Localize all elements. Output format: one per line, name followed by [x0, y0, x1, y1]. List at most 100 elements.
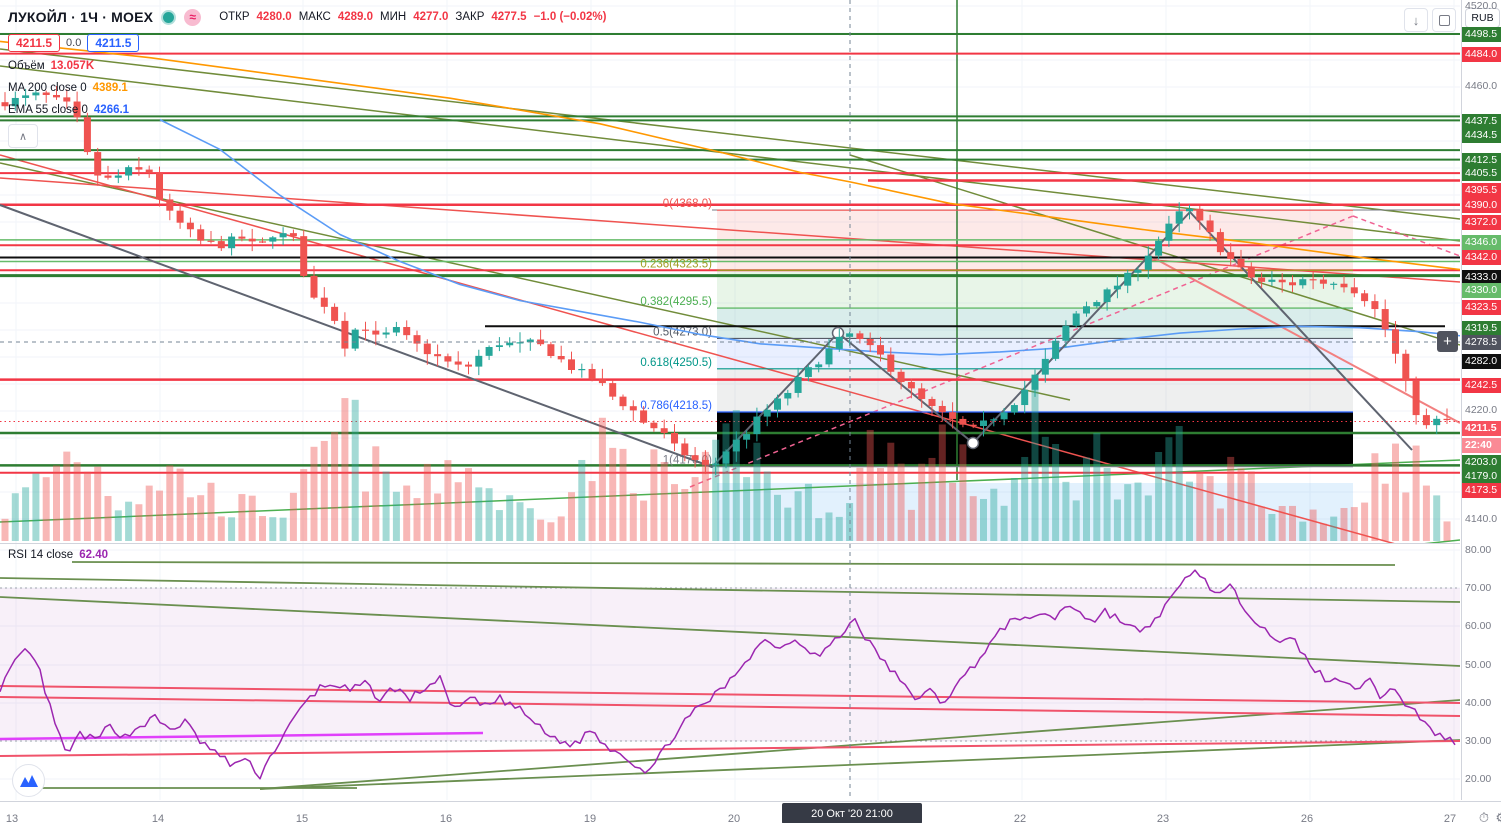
price-label-4498.5: 4498.5	[1462, 26, 1501, 42]
crosshair	[0, 0, 1460, 800]
price-label-4242.5: 4242.5	[1462, 377, 1501, 393]
volume-value: 13.057K	[50, 60, 95, 72]
rsi-red-line-2	[0, 740, 1460, 757]
maximize-pane-button[interactable]	[1432, 8, 1456, 32]
price-label-4179.0: 4179.0	[1462, 468, 1501, 484]
price-label-4333.0: 4333.0	[1462, 269, 1501, 285]
price-label-4460.0: 4460.0	[1465, 79, 1498, 92]
ma200-label: MA 200 close 0	[8, 82, 87, 94]
price-label-4346.0: 4346.0	[1462, 234, 1501, 250]
rsi-line	[0, 569, 1456, 780]
volume-legend[interactable]: Объём 13.057K	[8, 58, 606, 74]
price-label-4520.0: 4520.0	[1465, 0, 1498, 12]
time-label-27: 27	[1443, 813, 1457, 823]
rsi-tick-70.00: 70.00	[1465, 581, 1492, 594]
rsi-green-line-2	[0, 596, 1460, 667]
trendline-0	[0, 48, 1460, 220]
zigzag-pivot-1[interactable]	[966, 436, 980, 450]
rsi-green-line-5	[259, 739, 1460, 790]
rsi-pane[interactable]	[0, 561, 1460, 790]
rsi-green-line-1	[0, 577, 1460, 603]
candle-series	[1, 86, 1451, 476]
fib-label-0: 0(4368.0)	[663, 198, 712, 210]
clock-icon[interactable]: ⏱	[1478, 810, 1489, 823]
price-label-4412.5: 4412.5	[1462, 152, 1501, 168]
zigzag-pattern-line	[0, 204, 1413, 468]
trendline-4	[0, 459, 1460, 523]
ohlc-value-0: 4280.0	[256, 11, 292, 23]
fib-label-6: 1(4178.0)	[663, 455, 712, 467]
time-label-16: 16	[439, 813, 453, 823]
ohlc-value-2: 4277.0	[413, 11, 449, 23]
time-label-14: 14	[151, 813, 165, 823]
time-label-19: 19	[583, 813, 597, 823]
price-label-4319.5: 4319.5	[1462, 320, 1501, 336]
price-label-4484.0: 4484.0	[1462, 46, 1501, 62]
ema55-line	[159, 119, 1460, 356]
price-label-4330.0: 4330.0	[1462, 282, 1501, 298]
gear-icon[interactable]: ⚙	[1495, 810, 1501, 823]
fib-band-3	[717, 338, 1353, 369]
arrow-down-icon: ↓	[1412, 12, 1420, 28]
price-label-4211.5: 4211.5	[1462, 420, 1501, 436]
currency-badge[interactable]: RUB	[1465, 8, 1500, 28]
tradingview-logo-button[interactable]	[12, 764, 45, 797]
pink-dashed-trendline-1	[1352, 215, 1460, 257]
rsi-legend[interactable]: RSI 14 close 62.40	[8, 549, 108, 561]
price-label-4437.5: 4437.5	[1462, 113, 1501, 129]
rsi-green-line-4	[259, 699, 1460, 790]
ema55-legend[interactable]: EMA 55 close 0 4266.1	[8, 102, 606, 118]
rsi-tick-40.00: 40.00	[1465, 696, 1492, 709]
price-label-4278.5: 4278.5	[1462, 334, 1501, 350]
market-status-icon	[161, 9, 177, 25]
price-label-4140.0: 4140.0	[1465, 512, 1498, 525]
ma200-legend[interactable]: MA 200 close 0 4389.1	[8, 80, 606, 96]
ohlc-label-1: МАКС	[298, 11, 331, 23]
price-label-4405.5: 4405.5	[1462, 165, 1501, 181]
rsi-tick-20.00: 20.00	[1465, 772, 1492, 785]
time-label-23: 23	[1156, 813, 1170, 823]
time-label-22: 22	[1013, 813, 1027, 823]
rsi-tick-50.00: 50.00	[1465, 658, 1492, 671]
rsi-value: 62.40	[79, 549, 108, 561]
trendline-8	[1149, 255, 1460, 424]
approx-price-icon: ≈	[184, 8, 202, 26]
trendline-7	[0, 154, 1395, 543]
ask-price-box[interactable]: 4211.5	[87, 34, 140, 52]
price-axis[interactable]: RUB 4520.0 4498.5 4484.0 4460.0 4437.5 4434.5…	[1461, 0, 1501, 800]
volume-highlight-band	[717, 483, 1353, 541]
rsi-tick-30.00: 30.00	[1465, 734, 1492, 747]
price-label-4372.0: 4372.0	[1462, 214, 1501, 230]
trendline-6	[0, 177, 1460, 283]
countdown-label: 22:40	[1462, 437, 1501, 453]
mountain-logo-icon	[19, 774, 38, 787]
scroll-to-recent-button[interactable]: ↓	[1404, 8, 1428, 32]
time-label-20: 20	[727, 813, 741, 823]
ohlc-values: ОТКР 4280.0 МАКС 4289.0 МИН 4277.0 ЗАКР 4277.5−…	[219, 11, 606, 23]
price-label-4220.0: 4220.0	[1465, 403, 1498, 416]
trendline-1	[0, 65, 1460, 242]
price-pane[interactable]: 0(4368.0) 0.236(4323.5) 0.382(4295.5) 0.5(4…	[0, 0, 1460, 620]
time-axis[interactable]: 20 Окт '20 21:00 ⏱ ⚙ 13 14 15 16 19 20 22 23 26 2…	[0, 801, 1501, 823]
rsi-red-line-0	[0, 685, 1460, 704]
fib-label-3: 0.5(4273.0)	[653, 326, 712, 338]
zigzag-pivot-0[interactable]	[831, 326, 845, 340]
ohlc-label-3: ЗАКР	[455, 11, 485, 23]
rsi-green-line-0	[71, 561, 1396, 566]
ohlc-label-0: ОТКР	[219, 11, 250, 23]
ema55-value: 4266.1	[93, 104, 130, 116]
change-value: −1.0 (−0.02%)	[533, 11, 607, 23]
time-label-13: 13	[5, 813, 19, 823]
ohlc-value-1: 4289.0	[337, 11, 374, 23]
rsi-band	[0, 588, 1460, 741]
volume-label: Объём	[8, 60, 45, 72]
add-alert-plus-button[interactable]: +	[1437, 331, 1458, 352]
fib-label-5: 0.786(4218.5)	[640, 400, 712, 412]
ohlc-label-2: МИН	[380, 11, 407, 23]
symbol-title[interactable]: ЛУКОЙЛ · 1Ч · MOEX	[8, 9, 154, 25]
bid-price-box[interactable]: 4211.5	[8, 34, 61, 52]
collapse-legend-button[interactable]: ∧	[8, 124, 38, 148]
time-label-26: 26	[1300, 813, 1314, 823]
